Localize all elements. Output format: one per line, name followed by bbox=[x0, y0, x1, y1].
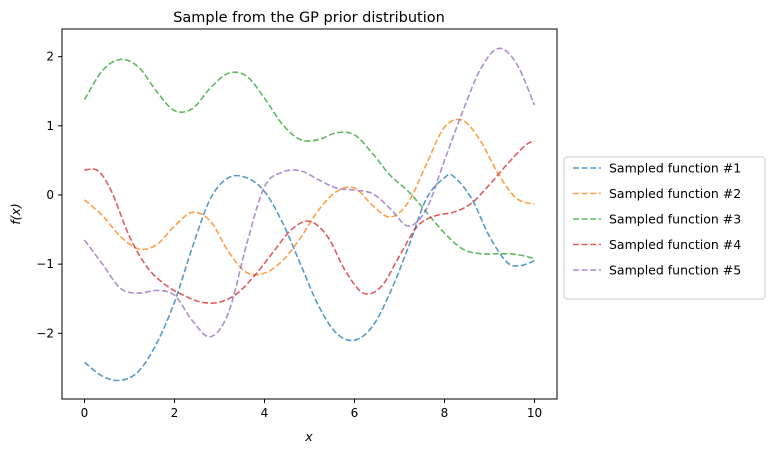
y-tick-label: −1 bbox=[36, 257, 54, 271]
y-tick-label: 1 bbox=[46, 119, 54, 133]
plot-frame bbox=[61, 28, 558, 400]
chart-title: Sample from the GP prior distribution bbox=[173, 10, 445, 26]
legend-box bbox=[563, 156, 766, 300]
legend-label-5: Sampled function #5 bbox=[609, 263, 741, 278]
x-tick-label: 10 bbox=[527, 406, 542, 420]
x-tick-label: 4 bbox=[261, 406, 269, 420]
plot-area bbox=[61, 28, 558, 400]
y-axis-label: f(x) bbox=[8, 203, 23, 225]
series-line-4 bbox=[84, 140, 535, 304]
x-axis-label: x bbox=[304, 429, 313, 444]
x-tick-label: 6 bbox=[351, 406, 359, 420]
x-tick-label: 8 bbox=[441, 406, 449, 420]
legend: Sampled function #1 Sampled function #2 Sa… bbox=[563, 156, 766, 300]
y-tick-label: 0 bbox=[46, 188, 54, 202]
y-axis: −2 −1 0 1 2 bbox=[36, 50, 62, 340]
series-line-2 bbox=[83, 118, 535, 276]
x-axis: 0 2 4 6 8 10 bbox=[81, 399, 542, 420]
x-tick-label: 2 bbox=[171, 406, 179, 420]
series-lines bbox=[83, 47, 536, 382]
series-line-5 bbox=[83, 47, 536, 338]
y-tick-label: 2 bbox=[46, 50, 54, 64]
series-line-1 bbox=[84, 173, 535, 382]
legend-label-3: Sampled function #3 bbox=[609, 212, 741, 227]
x-tick-label: 0 bbox=[81, 406, 89, 420]
legend-label-4: Sampled function #4 bbox=[609, 237, 741, 252]
series-line-3 bbox=[83, 58, 535, 260]
legend-label-2: Sampled function #2 bbox=[609, 186, 741, 201]
y-tick-label: −2 bbox=[36, 326, 54, 340]
legend-label-1: Sampled function #1 bbox=[609, 161, 741, 176]
